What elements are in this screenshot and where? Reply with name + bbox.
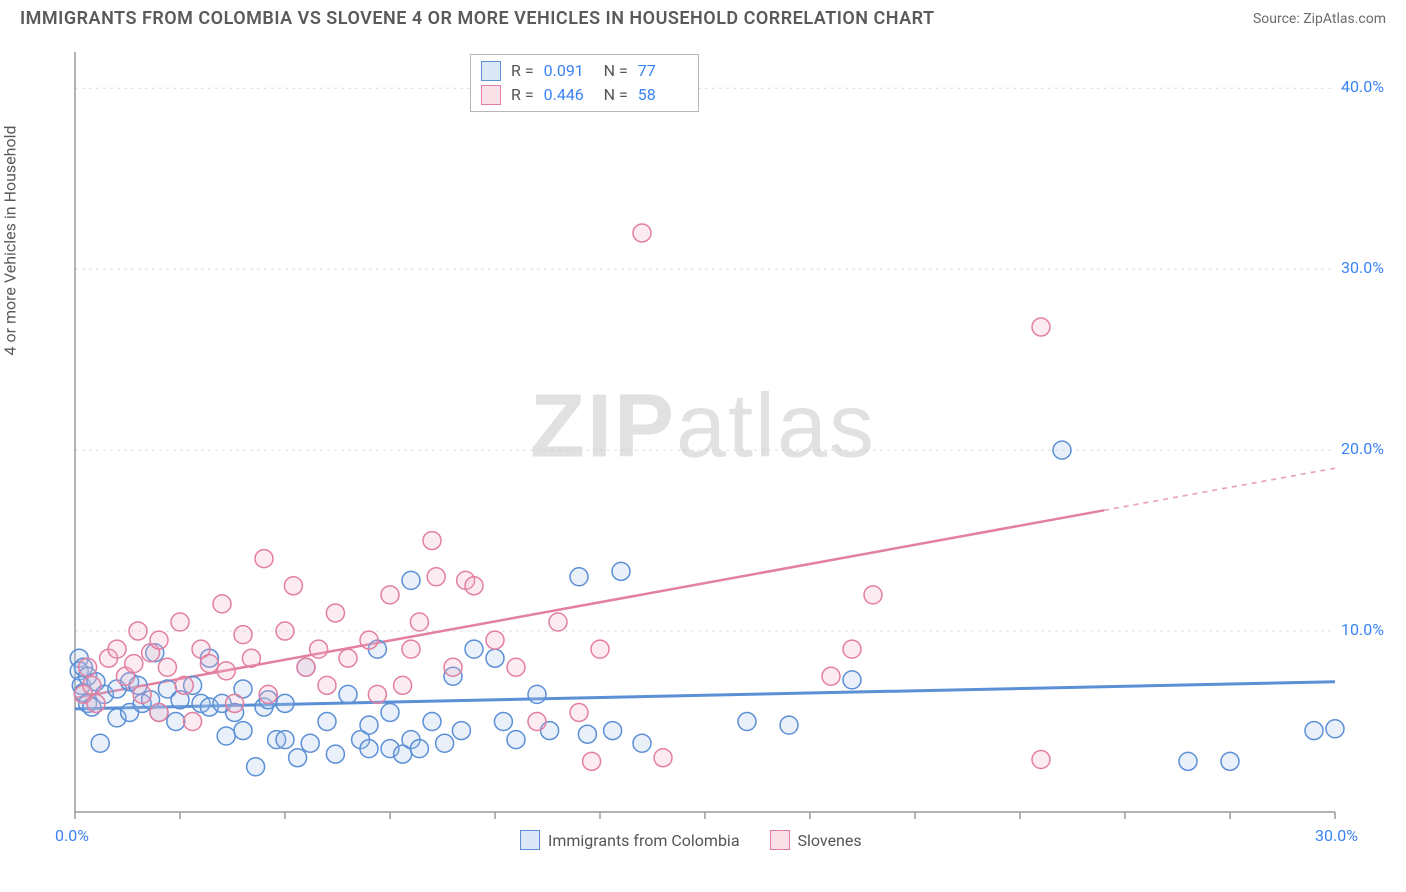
legend-item: Immigrants from Colombia <box>520 830 740 850</box>
y-axis-label: 4 or more Vehicles in Household <box>1 125 20 355</box>
series-legend: Immigrants from Colombia Slovenes <box>520 830 862 850</box>
stats-row: R = 0.446 N = 58 <box>481 83 688 107</box>
n-label: N = <box>604 59 628 83</box>
axis-tick-label: 10.0% <box>1341 620 1384 639</box>
legend-label: Slovenes <box>798 831 862 850</box>
legend-label: Immigrants from Colombia <box>548 831 740 850</box>
stats-row: R = 0.091 N = 77 <box>481 59 688 83</box>
chart-title: IMMIGRANTS FROM COLOMBIA VS SLOVENE 4 OR… <box>20 8 935 29</box>
scatter-plot <box>20 40 1390 852</box>
title-bar: IMMIGRANTS FROM COLOMBIA VS SLOVENE 4 OR… <box>0 0 1406 33</box>
axis-tick-label: 30.0% <box>1341 258 1384 277</box>
series-swatch <box>481 61 501 81</box>
chart-area: 4 or more Vehicles in Household ZIPatlas… <box>20 40 1386 882</box>
axis-tick-label: 0.0% <box>55 826 89 845</box>
n-value: 58 <box>638 83 688 107</box>
legend-item: Slovenes <box>770 830 862 850</box>
legend-swatch <box>520 830 540 850</box>
stats-legend-box: R = 0.091 N = 77 R = 0.446 N = 58 <box>470 54 699 112</box>
axis-tick-label: 40.0% <box>1341 77 1384 96</box>
source-label: Source: ZipAtlas.com <box>1253 11 1386 27</box>
axis-tick-label: 20.0% <box>1341 439 1384 458</box>
n-value: 77 <box>638 59 688 83</box>
r-label: R = <box>511 83 534 107</box>
series-swatch <box>481 85 501 105</box>
r-value: 0.446 <box>544 83 594 107</box>
axis-tick-label: 30.0% <box>1315 826 1358 845</box>
r-value: 0.091 <box>544 59 594 83</box>
n-label: N = <box>604 83 628 107</box>
r-label: R = <box>511 59 534 83</box>
legend-swatch <box>770 830 790 850</box>
